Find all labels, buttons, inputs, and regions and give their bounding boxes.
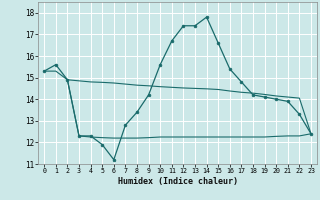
X-axis label: Humidex (Indice chaleur): Humidex (Indice chaleur) xyxy=(118,177,238,186)
